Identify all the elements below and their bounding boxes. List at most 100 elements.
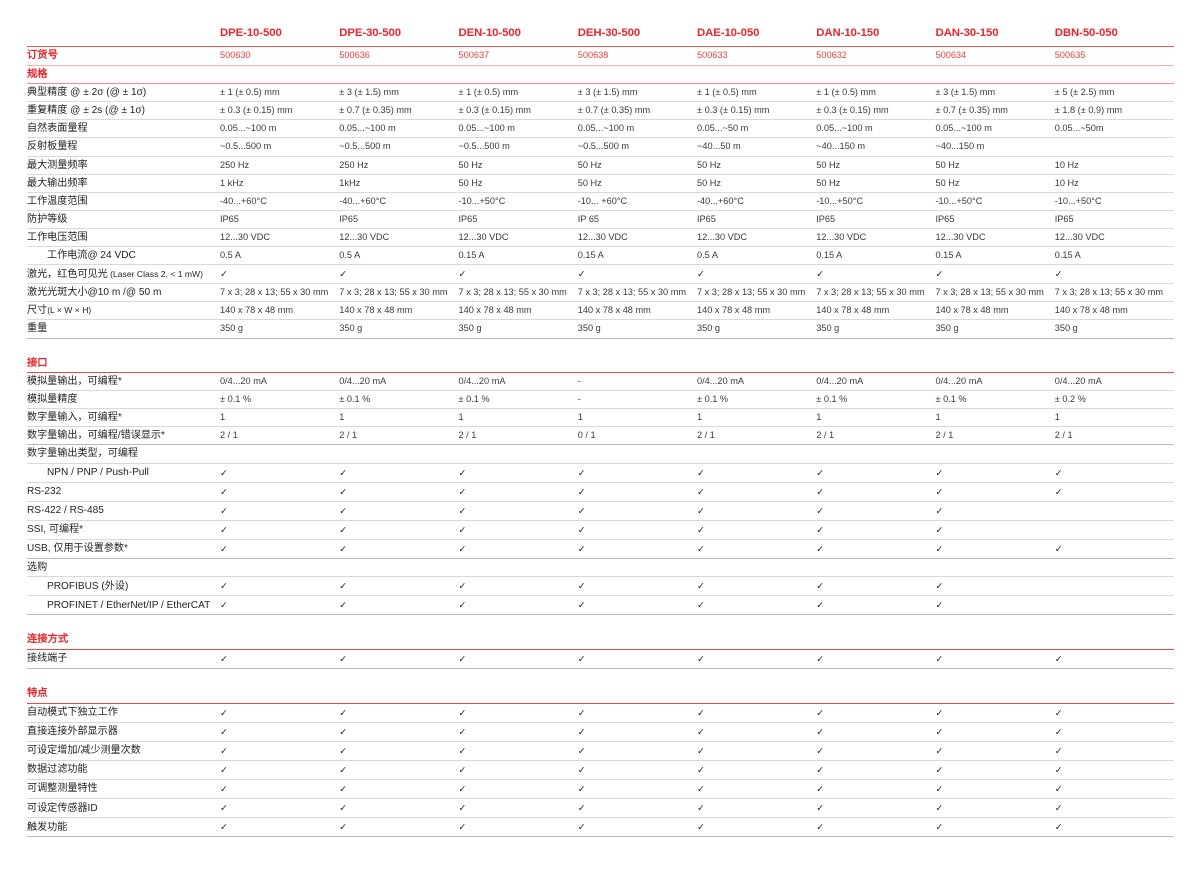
check-glyph: ✓ (816, 763, 825, 775)
check-icon: ✓ (1054, 539, 1174, 560)
cell-text: ~40...150 m (816, 141, 866, 152)
row-label: 激光光斑大小@10 m /@ 50 m (27, 283, 220, 303)
table-row: 反射板量程 ~0.5...500 m ~0.5...500 m ~0.5...500 … (27, 137, 1174, 157)
cell-text: IP65 (816, 213, 836, 224)
check-icon: ✓ (339, 649, 459, 670)
check-icon: ✓ (697, 576, 817, 597)
model-name-dae-10-050: DAE-10-050 (697, 26, 760, 39)
cell-value: 2 / 1 (1054, 426, 1174, 446)
cell-text: -10... +60°C (577, 195, 628, 206)
cell-text: 0.15 A (1054, 250, 1081, 261)
cell-value: 7 x 3; 28 x 13; 55 x 30 mm (577, 283, 697, 303)
check-glyph: ✓ (697, 599, 705, 611)
check-icon: ✓ (458, 741, 578, 761)
cell-value: 350 g (220, 319, 340, 339)
row-label-text: 工作电压范围 (27, 231, 88, 243)
row-label: 可设定增加/减少测量次数 (27, 741, 220, 761)
cell-value: 50 Hz (697, 174, 817, 193)
check-icon: ✓ (339, 539, 459, 560)
check-icon: ✓ (458, 539, 578, 560)
row-label-text: 数字量输入，可编程* (27, 412, 122, 424)
cell-value: ± 0.7 (± 0.35) mm (577, 101, 697, 121)
check-icon: ✓ (935, 482, 1055, 502)
row-label-text: 激光，红色可见光 (27, 268, 108, 280)
cell-value: 0/4...20 mA (1054, 372, 1174, 392)
row-label: 重复精度 @ ± 2s (@ ± 1σ) (27, 101, 220, 121)
check-icon: ✓ (220, 264, 340, 285)
check-glyph: ✓ (935, 821, 944, 833)
check-glyph: ✓ (339, 504, 348, 516)
check-glyph: ✓ (220, 599, 228, 611)
cell-text: IP65 (458, 213, 478, 224)
row-label: PROFINET / EtherNet/IP / EtherCAT (27, 595, 220, 616)
cell-text: 50 Hz (816, 177, 841, 188)
row-label-text: 可设定传感器ID (27, 802, 98, 814)
check-glyph: ✓ (458, 466, 467, 478)
section-header-row: 连接方式 (27, 631, 1174, 650)
cell-value: 1 (577, 408, 697, 428)
cell-text: 50 Hz (577, 159, 602, 170)
check-glyph: ✓ (220, 652, 228, 664)
row-label: 尺寸(L × W × H) (27, 301, 220, 321)
check-glyph: ✓ (697, 542, 705, 554)
cell-value: ± 0.1 % (339, 390, 459, 410)
cell-text: 10 Hz (1054, 177, 1079, 188)
check-icon: ✓ (816, 576, 936, 597)
order-number-value: 500633 (697, 46, 817, 66)
row-label-text: 重量 (27, 323, 48, 335)
cell-text: 12...30 VDC (697, 231, 748, 242)
check-glyph: ✓ (220, 504, 228, 516)
check-glyph: ✓ (697, 485, 705, 497)
check-icon: ✓ (816, 520, 936, 540)
section-header-cell (935, 354, 1055, 374)
cell-value: -10... +60°C (577, 192, 697, 211)
row-label: 直接连接外部显示器 (27, 722, 220, 742)
section-gap (27, 669, 1174, 686)
row-label-note: (Laser Class 2, < 1 mW) (107, 268, 204, 279)
section-header-cell (220, 631, 340, 650)
row-label-text: 工作温度范围 (27, 195, 88, 207)
row-label: 典型精度 @ ± 2σ (@ ± 1σ) (27, 83, 220, 103)
cell-value: 1 (339, 408, 459, 428)
check-glyph: ✓ (697, 580, 705, 592)
cell-value: 250 Hz (220, 156, 340, 175)
section-header-cell (816, 631, 936, 650)
cell-text: 250 Hz (220, 159, 250, 170)
check-icon: ✓ (697, 539, 817, 560)
cell-text: 12...30 VDC (577, 231, 628, 242)
cell-value: 7 x 3; 28 x 13; 55 x 30 mm (935, 283, 1055, 303)
cell-text: 12...30 VDC (458, 231, 509, 242)
check-glyph: ✓ (339, 485, 348, 497)
check-glyph: ✓ (458, 504, 467, 516)
check-glyph: ✓ (935, 485, 944, 497)
check-glyph: ✓ (220, 542, 228, 554)
check-glyph: ✓ (220, 466, 228, 478)
section-title: 接口 (27, 354, 220, 374)
check-icon: ✓ (935, 722, 1055, 742)
check-glyph: ✓ (1054, 652, 1063, 664)
cell-value: 10 Hz (1054, 156, 1174, 175)
cell-value: ± 1 (± 0.5) mm (816, 83, 936, 103)
row-label-text: 模拟量输出，可编程* (27, 376, 122, 388)
row-label-text: PROFIBUS (外设) (47, 580, 129, 592)
row-label-text: 模拟量精度 (27, 394, 78, 406)
check-icon: ✓ (339, 482, 459, 502)
table-row: 重量 350 g 350 g 350 g 350 g 350 g 350 g 350 g 350… (27, 319, 1174, 339)
order-number-value: 500632 (816, 46, 936, 66)
cell-text: 0.15 A (577, 250, 604, 261)
check-icon: ✓ (1054, 463, 1174, 483)
row-label: 接线端子 (27, 649, 220, 670)
check-icon: ✓ (935, 576, 1055, 597)
row-label-text: 最大输出频率 (27, 177, 88, 189)
cell-value (220, 558, 340, 578)
check-icon: ✓ (935, 649, 1055, 670)
check-icon: ✓ (697, 520, 817, 540)
cell-text: 50 Hz (935, 159, 960, 170)
cell-text: 1 (1054, 412, 1060, 423)
check-icon: ✓ (697, 817, 817, 838)
model-name-deh-30-500: DEH-30-500 (577, 26, 641, 39)
check-icon: ✓ (458, 649, 578, 670)
cell-value (816, 558, 936, 578)
check-glyph: ✓ (220, 802, 228, 814)
table-row: 直接连接外部显示器 ✓ ✓ ✓ ✓ ✓ ✓ ✓ ✓ (27, 722, 1174, 742)
